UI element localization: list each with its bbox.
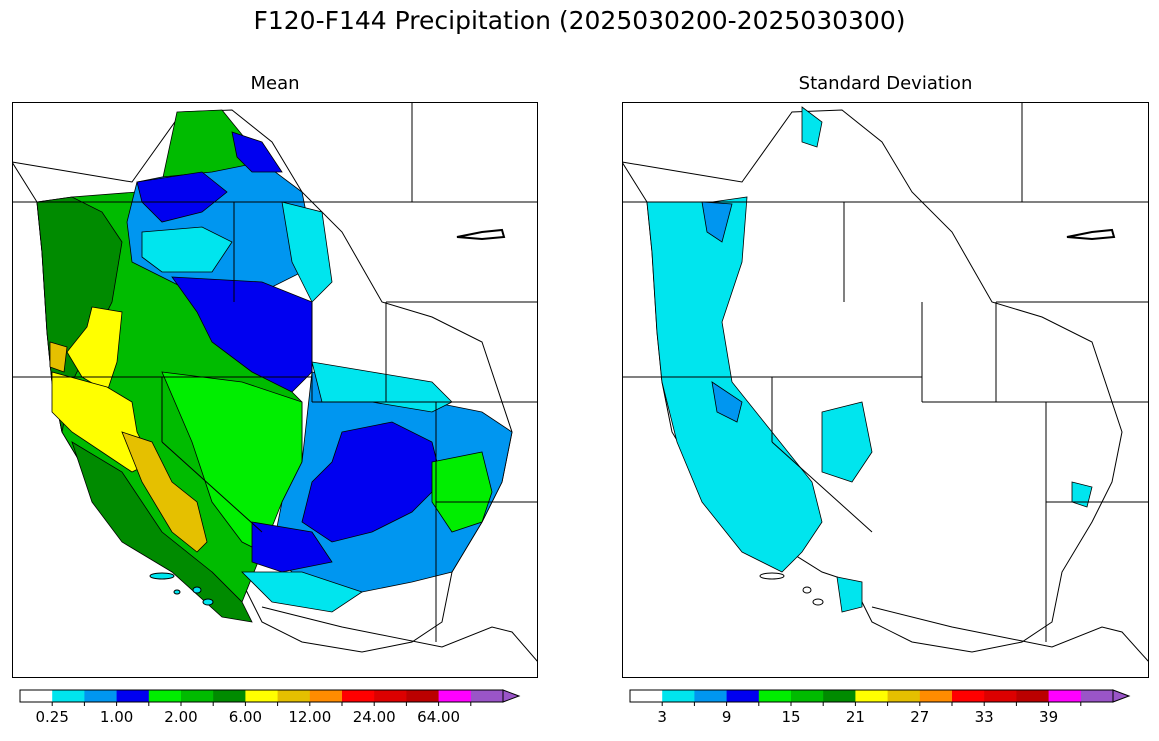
mean-color-segment bbox=[84, 690, 118, 702]
sd-color-segment bbox=[630, 690, 663, 702]
figure-title: F120-F144 Precipitation (2025030200-2025… bbox=[253, 6, 906, 35]
sd-extend-arrow bbox=[1112, 689, 1131, 703]
mean-tick-label: 6.00 bbox=[229, 708, 262, 726]
sd-map bbox=[622, 102, 1149, 678]
precip-darkblue-basin bbox=[301, 421, 443, 543]
sd-color-segment bbox=[791, 690, 824, 702]
state-borders bbox=[12, 102, 538, 663]
sd-colorbar: 3 9 15 21 27 33 39 bbox=[629, 689, 1131, 726]
sd-colorbar-outline bbox=[629, 689, 1114, 703]
lake-michigan-fragment bbox=[1066, 228, 1116, 241]
sd-blue-north bbox=[701, 201, 733, 243]
mean-colorbar: 0.25 1.00 2.00 6.00 12.00 24.00 64.00 bbox=[19, 689, 521, 726]
mean-tick-label: 2.00 bbox=[164, 708, 197, 726]
sd-blue-sierra bbox=[711, 381, 743, 423]
mean-tick-label: 24.00 bbox=[353, 708, 396, 726]
precip-cyan-north bbox=[141, 226, 233, 273]
mean-color-segment bbox=[213, 690, 246, 702]
precip-cyan-east bbox=[281, 201, 333, 303]
precip-darkgreen-south bbox=[71, 441, 253, 623]
mean-color-segment bbox=[20, 690, 53, 702]
mean-map bbox=[12, 102, 538, 678]
sd-cyan-east bbox=[1071, 481, 1093, 508]
mean-extend-arrow bbox=[502, 689, 521, 703]
mean-color-segment bbox=[374, 690, 407, 702]
sd-color-segment bbox=[758, 690, 792, 702]
sd-color-segment bbox=[726, 690, 760, 702]
sd-tick-label: 39 bbox=[1039, 708, 1058, 726]
sd-panel-title: Standard Deviation bbox=[798, 73, 973, 94]
sd-color-segment bbox=[952, 690, 985, 702]
sd-tick-label: 3 bbox=[657, 708, 667, 726]
sd-color-segment bbox=[887, 690, 921, 702]
mean-tick-label: 1.00 bbox=[100, 708, 133, 726]
sd-cyan-south bbox=[836, 576, 863, 613]
mean-color-segment bbox=[148, 690, 182, 702]
mean-color-segment bbox=[116, 690, 150, 702]
precip-darkblue-ridge bbox=[231, 131, 283, 173]
precip-darkblue-south bbox=[251, 521, 333, 573]
precip-gold-sierra bbox=[121, 431, 208, 553]
mean-color-segment bbox=[470, 690, 503, 702]
mean-panel-title: Mean bbox=[250, 73, 300, 94]
sd-tick-label: 33 bbox=[975, 708, 994, 726]
mean-color-segment bbox=[181, 690, 214, 702]
channel-islands bbox=[759, 572, 824, 606]
channel-islands bbox=[149, 572, 214, 606]
precip-gold-coast bbox=[49, 341, 68, 373]
sd-color-segment bbox=[823, 690, 856, 702]
mean-color-segment bbox=[245, 690, 279, 702]
sd-color-segment bbox=[1080, 690, 1113, 702]
mean-color-segment bbox=[52, 690, 85, 702]
mean-colorbar-outline bbox=[19, 689, 504, 703]
mean-color-segment bbox=[406, 690, 440, 702]
sd-cyan-northpatch bbox=[801, 106, 823, 148]
precip-green-basin bbox=[431, 451, 493, 533]
sd-tick-label: 27 bbox=[910, 708, 929, 726]
sd-tick-label: 9 bbox=[722, 708, 732, 726]
sd-color-segment bbox=[919, 690, 953, 702]
mean-color-segment bbox=[342, 690, 375, 702]
mean-tick-label: 64.00 bbox=[417, 708, 460, 726]
sd-cyan-interior bbox=[821, 401, 873, 483]
mean-color-segment bbox=[438, 690, 472, 702]
mean-tick-label: 12.00 bbox=[288, 708, 331, 726]
sd-color-segment bbox=[662, 690, 695, 702]
mean-color-segment bbox=[309, 690, 343, 702]
sd-tick-label: 21 bbox=[846, 708, 865, 726]
sd-color-segment bbox=[855, 690, 889, 702]
sd-color-segment bbox=[984, 690, 1017, 702]
sd-color-segment bbox=[1048, 690, 1082, 702]
precip-cyan-south bbox=[241, 571, 363, 613]
state-borders bbox=[622, 102, 1149, 663]
sd-color-segment bbox=[694, 690, 728, 702]
lake-michigan-fragment bbox=[456, 228, 506, 241]
sd-tick-label: 15 bbox=[781, 708, 800, 726]
mean-color-segment bbox=[277, 690, 311, 702]
sd-color-segment bbox=[1016, 690, 1050, 702]
sd-cyan-coast bbox=[646, 196, 823, 573]
precip-darkblue-band bbox=[171, 276, 313, 393]
mean-tick-label: 0.25 bbox=[35, 708, 68, 726]
